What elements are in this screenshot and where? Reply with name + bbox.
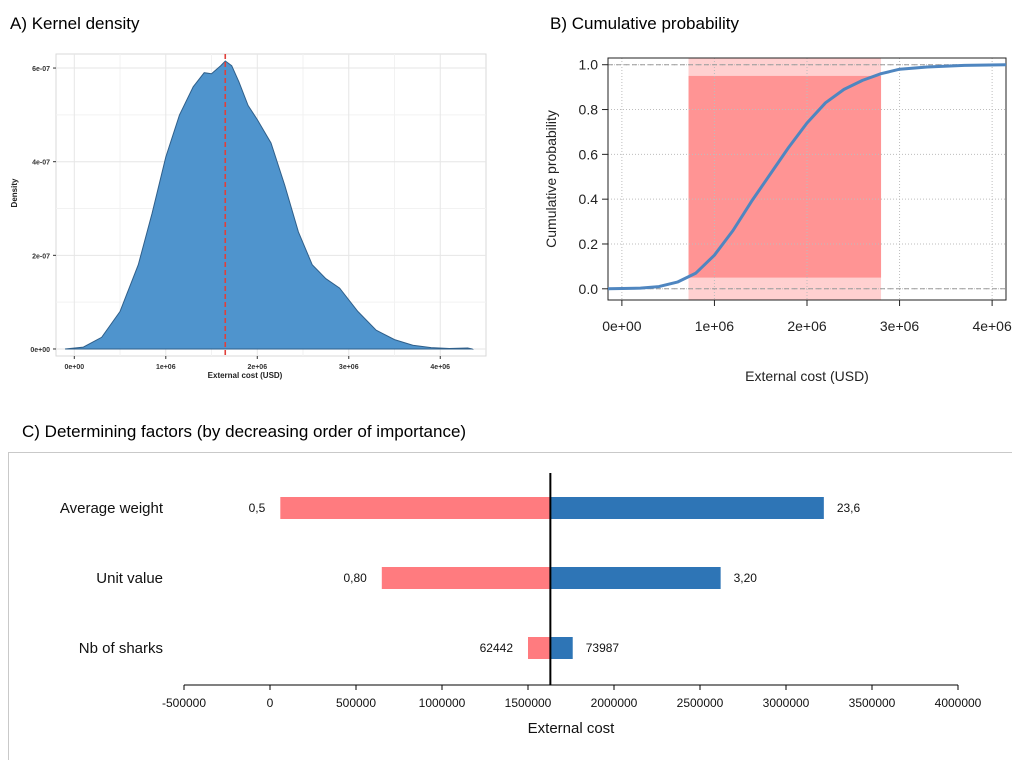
y-axis-label-a: Density (10, 178, 19, 207)
panel-a-title: A) Kernel density (10, 14, 140, 33)
high-bar (550, 567, 721, 589)
x-tick-label-c: 2000000 (591, 696, 638, 710)
y-tick-label-a: 0e+00 (30, 347, 50, 354)
x-tick-label-c: 3000000 (763, 696, 810, 710)
low-value-label: 0,5 (249, 501, 266, 515)
y-tick-label-a: 4e-07 (32, 160, 50, 167)
panel-b-title: B) Cumulative probability (550, 14, 739, 33)
low-bar (280, 497, 551, 519)
x-axis-label-a: External cost (USD) (208, 371, 283, 380)
y-tick-label-b: 0.6 (579, 146, 599, 162)
panel-c-frame (8, 452, 1012, 760)
y-tick-label-b: 0.2 (579, 236, 599, 252)
x-tick-label-a: 1e+06 (156, 364, 176, 371)
cumulative-line (607, 63, 1007, 291)
category-label: Unit value (96, 570, 163, 587)
low-value-label: 62442 (480, 641, 514, 655)
category-label: Average weight (60, 500, 164, 517)
x-tick-label-c: 500000 (336, 696, 376, 710)
density-area (64, 60, 474, 350)
x-tick-label-a: 0e+00 (64, 364, 84, 371)
x-tick-label-c: 3500000 (849, 696, 896, 710)
y-tick-label-a: 6e-07 (32, 66, 50, 73)
y-tick-label-b: 0.0 (579, 281, 599, 297)
x-tick-label-c: 4000000 (935, 696, 982, 710)
x-tick-label-a: 4e+06 (430, 364, 450, 371)
x-axis-label-c: External cost (528, 720, 616, 737)
x-tick-label-b: 3e+06 (880, 318, 920, 334)
x-tick-label-c: 2500000 (677, 696, 724, 710)
y-tick-label-b: 0.4 (579, 191, 599, 207)
high-bar (550, 637, 573, 659)
x-tick-label-a: 2e+06 (247, 364, 267, 371)
low-value-label: 0,80 (343, 571, 367, 585)
y-tick-label-a: 2e-07 (32, 253, 50, 260)
x-axis-label-b: External cost (USD) (745, 368, 869, 384)
high-value-label: 23,6 (837, 501, 861, 515)
x-tick-label-b: 0e+00 (602, 318, 642, 334)
x-tick-label-b: 1e+06 (695, 318, 735, 334)
x-tick-label-c: 1000000 (419, 696, 466, 710)
x-tick-label-c: 1500000 (505, 696, 552, 710)
high-value-label: 73987 (586, 641, 620, 655)
x-tick-label-c: 0 (267, 696, 274, 710)
high-bar (550, 497, 824, 519)
x-tick-label-b: 2e+06 (787, 318, 827, 334)
interval-inner-band (688, 75, 882, 278)
low-bar (528, 637, 551, 659)
category-label: Nb of sharks (79, 640, 163, 657)
y-tick-label-b: 0.8 (579, 102, 599, 118)
low-bar (381, 567, 551, 589)
high-value-label: 3,20 (734, 571, 758, 585)
x-tick-label-b: 4e+06 (972, 318, 1012, 334)
determining-factors-chart: Average weight 0,5 23,6 Unit value 0,80 3,20 N… (60, 473, 982, 737)
x-tick-label-c: -500000 (162, 696, 206, 710)
cumulative-probability-chart: 0e+00 1e+06 2e+06 3e+06 4e+06 0.0 0.2 0.4 0.6 0.8… (543, 57, 1012, 384)
x-tick-label-a: 3e+06 (339, 364, 359, 371)
kernel-density-chart: 0e+00 1e+06 2e+06 3e+06 4e+06 0e+00 2e-07 4e-07… (10, 53, 487, 380)
y-tick-label-b: 1.0 (579, 57, 599, 73)
y-axis-label-b: Cumulative probability (543, 110, 559, 248)
panel-c-title: C) Determining factors (by decreasing or… (22, 422, 467, 441)
